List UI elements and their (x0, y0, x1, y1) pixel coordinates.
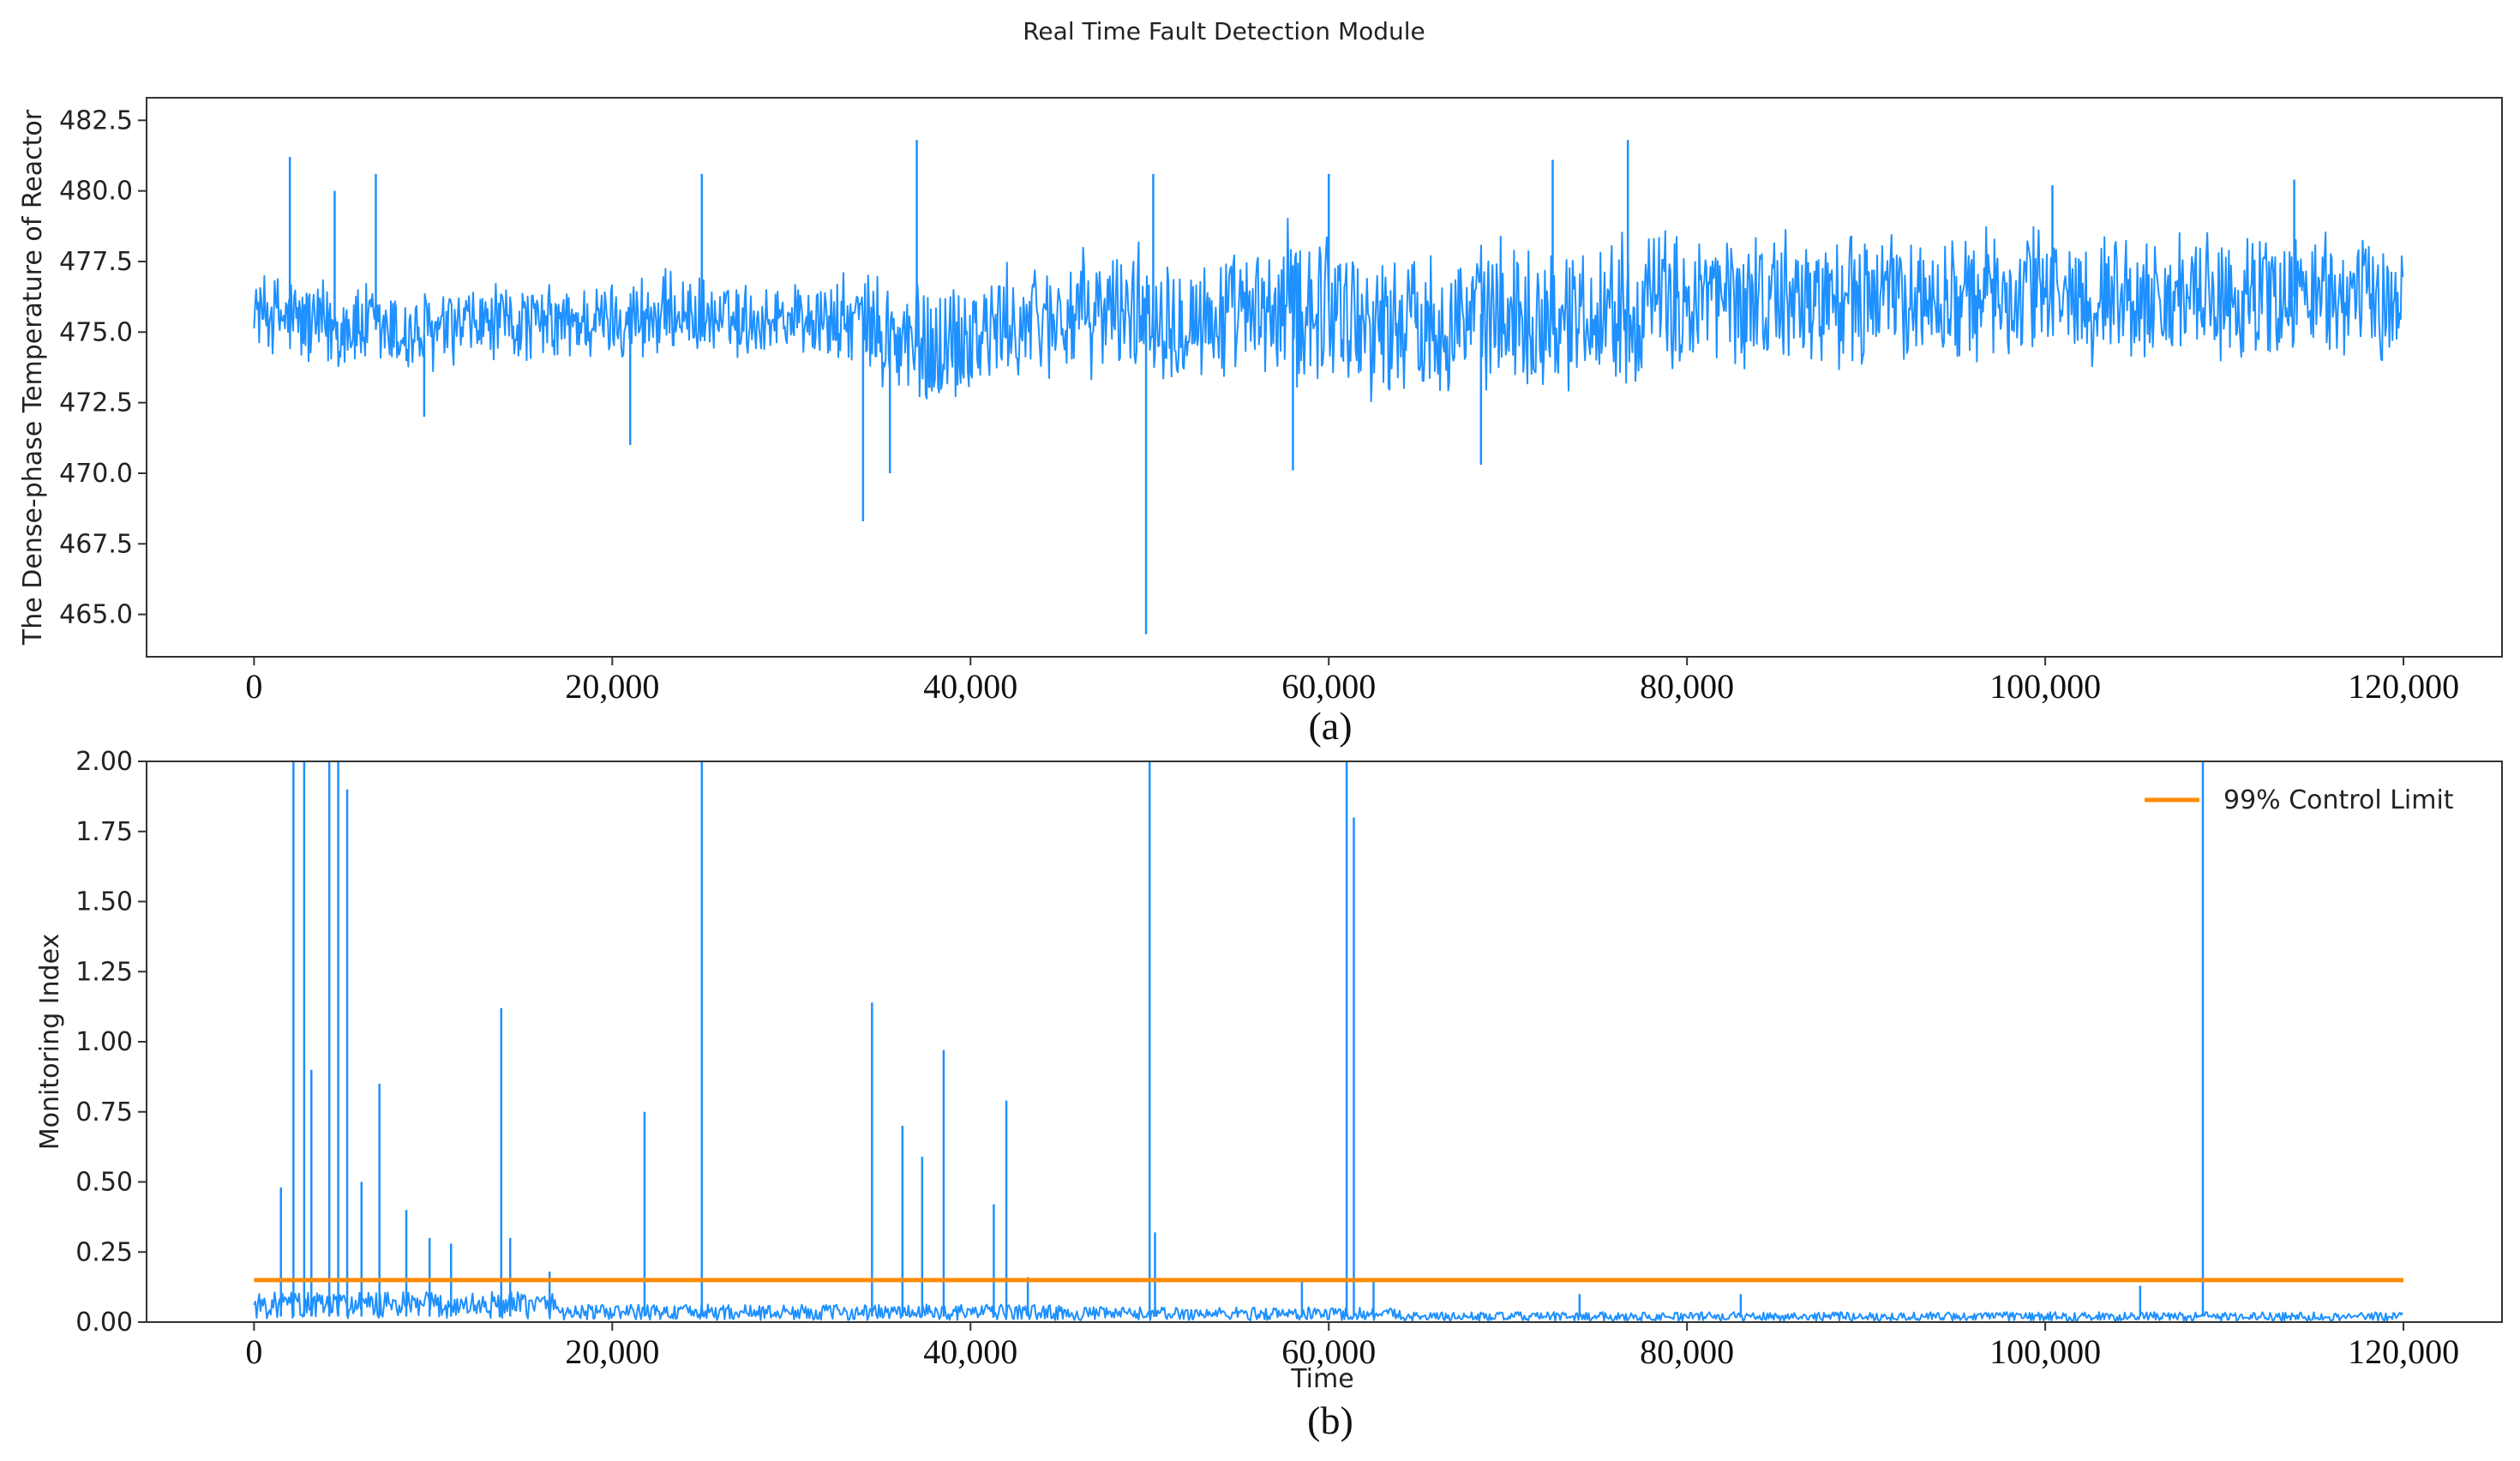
chart-b-ytick-label: 0.50 (75, 1168, 133, 1198)
chart-b-ytick-label: 1.50 (75, 887, 133, 917)
chart-b-x-ticks: 0 20,000 40,000 60,000 80,000 100,000 120,000 (245, 1322, 2459, 1371)
chart-a-ytick-label: 465.0 (59, 600, 133, 630)
chart-b-xtick-label: 20,000 (565, 1332, 659, 1371)
chart-b: 0.00 0.25 0.50 0.75 1.00 1.25 1.50 1.75 2.00 0 20… (35, 747, 2503, 1442)
chart-b-ytick-label: 0.75 (75, 1097, 133, 1127)
chart-a: 465.0 467.5 470.0 472.5 475.0 477.5 480.0 482.5… (18, 97, 2503, 748)
chart-a-ytick-label: 472.5 (59, 388, 133, 418)
chart-a-axes-frame (146, 97, 2503, 658)
chart-a-xtick-label: 0 (245, 667, 262, 706)
chart-a-xtick-label: 60,000 (1281, 667, 1376, 706)
chart-a-xtick-label: 40,000 (923, 667, 1017, 706)
chart-b-xtick-label: 40,000 (923, 1332, 1017, 1371)
chart-a-ylabel: The Dense-phase Temperature of Reactor (18, 109, 48, 646)
chart-b-ylabel: Monitoring Index (35, 934, 65, 1151)
chart-b-ytick-label: 1.75 (75, 817, 133, 847)
chart-a-xtick-label: 100,000 (1989, 667, 2101, 706)
chart-b-series-line (253, 1290, 2403, 1322)
legend-label-control-limit: 99% Control Limit (2223, 785, 2454, 815)
chart-b-panel-label: (b) (1307, 1398, 1353, 1442)
chart-a-xtick-label: 80,000 (1640, 667, 1734, 706)
chart-b-ytick-label: 1.00 (75, 1027, 133, 1057)
chart-b-ytick-label: 0.00 (75, 1308, 133, 1338)
chart-b-xtick-label: 100,000 (1989, 1332, 2101, 1371)
chart-a-ytick-label: 477.5 (59, 247, 133, 277)
figure-title: Real Time Fault Detection Module (1023, 17, 1425, 45)
chart-a-ytick-label: 470.0 (59, 459, 133, 489)
chart-b-xtick-label: 60,000 (1281, 1332, 1376, 1371)
chart-b-xtick-label: 120,000 (2348, 1332, 2459, 1371)
chart-a-ytick-label: 475.0 (59, 317, 133, 347)
chart-b-ytick-label: 1.25 (75, 957, 133, 987)
chart-b-ytick-label: 0.25 (75, 1237, 133, 1267)
chart-b-series (253, 761, 2404, 1322)
chart-a-panel-label: (a) (1308, 704, 1352, 748)
chart-a-xtick-label: 120,000 (2348, 667, 2459, 706)
chart-a-series (253, 140, 2404, 634)
chart-b-xtick-label: 0 (245, 1332, 262, 1371)
chart-b-y-ticks: 0.00 0.25 0.50 0.75 1.00 1.25 1.50 1.75 2.00 (75, 747, 147, 1338)
chart-b-xlabel: Time (1290, 1364, 1353, 1394)
chart-b-legend: 99% Control Limit (2145, 785, 2454, 815)
chart-b-axes-frame (146, 761, 2503, 1323)
chart-a-xtick-label: 20,000 (565, 667, 659, 706)
chart-b-xtick-label: 80,000 (1640, 1332, 1734, 1371)
chart-a-ytick-label: 467.5 (59, 529, 133, 559)
chart-a-ytick-label: 480.0 (59, 177, 133, 207)
chart-a-y-ticks: 465.0 467.5 470.0 472.5 475.0 477.5 480.0 482.5 (59, 105, 147, 630)
chart-b-ytick-label: 2.00 (75, 747, 133, 777)
chart-a-ytick-label: 482.5 (59, 105, 133, 135)
chart-a-x-ticks: 0 20,000 40,000 60,000 80,000 100,000 120,000 (245, 657, 2459, 706)
